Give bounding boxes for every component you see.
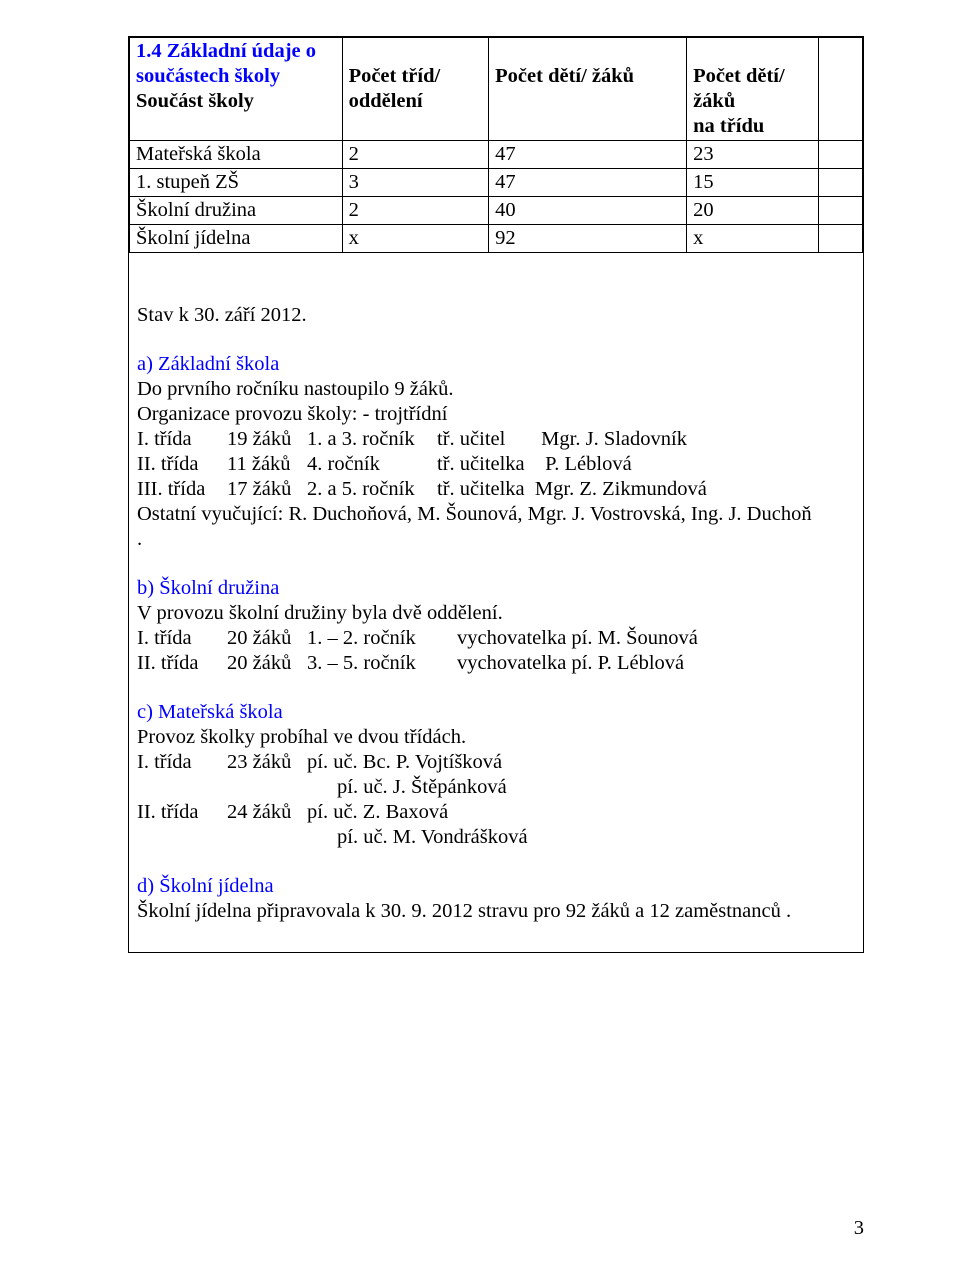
table-cell: 1. stupeň ZŠ: [130, 169, 343, 197]
table-row: Školní jídelna x 92 x: [130, 225, 863, 253]
class-name: I. třída: [137, 626, 227, 651]
content-frame: 1.4 Základní údaje o součástech školy So…: [128, 36, 864, 953]
table-header: Součást školy: [136, 90, 254, 112]
table-cell: x: [342, 225, 489, 253]
class-row: I. třída 23 žáků pí. uč. Bc. P. Vojtíško…: [137, 750, 855, 775]
date-state-line: Stav k 30. září 2012.: [137, 303, 855, 328]
table-cell: Školní družina: [130, 197, 343, 225]
class-name: I. třída: [137, 750, 227, 775]
subsection-c-heading: c) Mateřská škola: [137, 700, 855, 725]
class-pupils: 20 žáků: [227, 651, 307, 676]
class-grade: 1. – 2. ročník: [307, 626, 457, 651]
table-cell: 15: [687, 169, 819, 197]
text-line: V provozu školní družiny byla dvě odděle…: [137, 601, 855, 626]
table-cell: 20: [687, 197, 819, 225]
table-cell: 2: [342, 197, 489, 225]
class-row: I. třída 20 žáků 1. – 2. ročník vychovat…: [137, 626, 855, 651]
class-teacher: pí. uč. M. Vondrášková: [137, 825, 855, 850]
class-row: I. třída 19 žáků 1. a 3. ročník tř. učit…: [137, 427, 855, 452]
class-teacher: pí. uč. J. Štěpánková: [137, 775, 855, 800]
class-grade: 2. a 5. ročník: [307, 477, 437, 502]
table-row: Mateřská škola 2 47 23: [130, 141, 863, 169]
page-number: 3: [854, 1216, 864, 1241]
class-teacher: pí. uč. Bc. P. Vojtíšková: [307, 750, 855, 775]
class-row: III. třída 17 žáků 2. a 5. ročník tř. uč…: [137, 477, 855, 502]
subsection-a-heading: a) Základní škola: [137, 352, 855, 377]
table-cell: 47: [489, 169, 687, 197]
table-header: Počet dětí/žáků: [693, 65, 785, 112]
table-cell: 40: [489, 197, 687, 225]
table-header-row: 1.4 Základní údaje o součástech školy So…: [130, 38, 863, 141]
class-row: II. třída 11 žáků 4. ročník tř. učitelka…: [137, 452, 855, 477]
table-header: Počet dětí/ žáků: [495, 65, 634, 87]
class-row: II. třída 24 žáků pí. uč. Z. Baxová: [137, 800, 855, 825]
class-teacher: vychovatelka pí. M. Šounová: [457, 626, 855, 651]
class-grade: 3. – 5. ročník: [307, 651, 457, 676]
text-line: Do prvního ročníku nastoupilo 9 žáků.: [137, 377, 855, 402]
class-pupils: 19 žáků: [227, 427, 307, 452]
table-row: Školní družina 2 40 20: [130, 197, 863, 225]
class-teacher: vychovatelka pí. P. Léblová: [457, 651, 855, 676]
text-line: Školní jídelna připravovala k 30. 9. 201…: [137, 899, 855, 924]
body-text: Stav k 30. září 2012. a) Základní škola …: [129, 253, 863, 952]
table-header: Počet tříd/: [349, 65, 441, 87]
table-header: oddělení: [349, 90, 423, 112]
class-teacher: tř. učitel Mgr. J. Sladovník: [437, 427, 855, 452]
table-header: na třídu: [693, 115, 764, 137]
class-pupils: 23 žáků: [227, 750, 307, 775]
table-cell: x: [687, 225, 819, 253]
text-line: Organizace provozu školy: - trojtřídní: [137, 402, 855, 427]
table-cell: Mateřská škola: [130, 141, 343, 169]
table-cell: 2: [342, 141, 489, 169]
table-cell: 3: [342, 169, 489, 197]
subsection-d-heading: d) Školní jídelna: [137, 874, 855, 899]
table-cell: 23: [687, 141, 819, 169]
class-pupils: 24 žáků: [227, 800, 307, 825]
class-name: III. třída: [137, 477, 227, 502]
class-name: II. třída: [137, 651, 227, 676]
table-row: 1. stupeň ZŠ 3 47 15: [130, 169, 863, 197]
table-cell: 47: [489, 141, 687, 169]
table-cell: 92: [489, 225, 687, 253]
class-pupils: 20 žáků: [227, 626, 307, 651]
class-name: II. třída: [137, 800, 227, 825]
class-teacher: pí. uč. Z. Baxová: [307, 800, 855, 825]
text-line: Ostatní vyučující: R. Duchoňová, M. Šoun…: [137, 502, 855, 527]
class-name: I. třída: [137, 427, 227, 452]
class-teacher: tř. učitelka P. Léblová: [437, 452, 855, 477]
table-cell: Školní jídelna: [130, 225, 343, 253]
text-line: .: [137, 527, 855, 552]
section-heading: 1.4 Základní údaje o součástech školy: [136, 40, 316, 87]
class-grade: 4. ročník: [307, 452, 437, 477]
class-row: II. třída 20 žáků 3. – 5. ročník vychova…: [137, 651, 855, 676]
components-table: 1.4 Základní údaje o součástech školy So…: [129, 37, 863, 253]
class-pupils: 11 žáků: [227, 452, 307, 477]
subsection-b-heading: b) Školní družina: [137, 576, 855, 601]
class-grade: 1. a 3. ročník: [307, 427, 437, 452]
class-name: II. třída: [137, 452, 227, 477]
class-pupils: 17 žáků: [227, 477, 307, 502]
text-line: Provoz školky probíhal ve dvou třídách.: [137, 725, 855, 750]
class-teacher: tř. učitelka Mgr. Z. Zikmundová: [437, 477, 855, 502]
